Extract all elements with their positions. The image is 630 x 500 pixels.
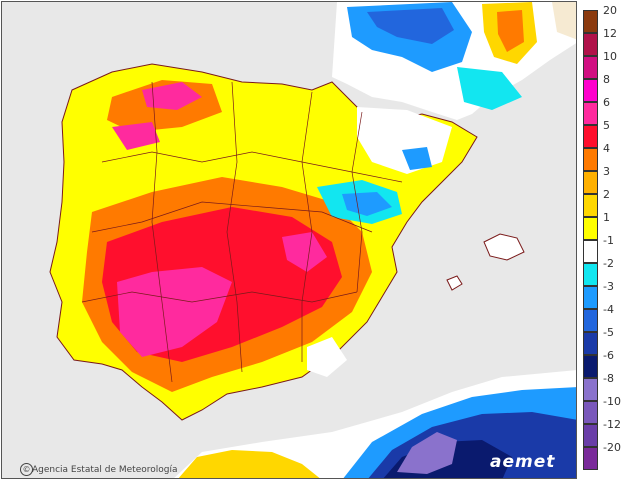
credit-text: Agencia Estatal de Meteorología <box>32 465 178 475</box>
copyright-icon: © <box>20 463 33 476</box>
legend-swatch <box>583 286 598 309</box>
temperature-anomaly-map <box>1 1 577 479</box>
legend-label: 2 <box>603 188 610 201</box>
legend-label: -12 <box>603 418 621 431</box>
legend-swatch <box>583 309 598 332</box>
legend-label: 10 <box>603 50 617 63</box>
legend-label: 5 <box>603 119 610 132</box>
legend-label: -8 <box>603 372 614 385</box>
catalonia-blue-spot <box>402 147 432 170</box>
legend-swatch <box>583 447 598 470</box>
legend-label: 4 <box>603 142 610 155</box>
legend-swatch <box>583 332 598 355</box>
legend-swatch <box>583 171 598 194</box>
legend-swatch <box>583 240 598 263</box>
legend-swatch <box>583 33 598 56</box>
legend-label: -5 <box>603 326 614 339</box>
legend-swatch <box>583 217 598 240</box>
africa-violet-core <box>397 432 457 474</box>
legend-swatch <box>583 102 598 125</box>
legend-label: 3 <box>603 165 610 178</box>
alps-beige <box>552 2 576 40</box>
legend-label: -1 <box>603 234 614 247</box>
legend-label: 8 <box>603 73 610 86</box>
legend-label: 20 <box>603 4 617 17</box>
legend-swatch <box>583 424 598 447</box>
ibiza-island <box>446 275 463 291</box>
france-hot-patch <box>497 10 524 52</box>
ebro-blue-zone <box>342 192 392 216</box>
legend-swatch <box>583 355 598 378</box>
france-cyan-patch <box>457 67 522 110</box>
legend-swatch <box>583 263 598 286</box>
map-canvas <box>2 2 576 478</box>
iberia-magenta-zone <box>117 267 232 357</box>
legend-swatch <box>583 148 598 171</box>
legend-label: 6 <box>603 96 610 109</box>
southeast-white-zone <box>307 337 347 377</box>
legend-swatch <box>583 10 598 33</box>
legend-swatch <box>583 125 598 148</box>
northwest-magenta-zone <box>142 82 202 110</box>
mallorca-island <box>483 233 525 261</box>
france-cold-core <box>367 8 454 44</box>
africa-warm-strip <box>178 450 320 478</box>
legend-label: -6 <box>603 349 614 362</box>
legend-label: 1 <box>603 211 610 224</box>
legend-label: -20 <box>603 441 621 454</box>
legend-swatch <box>583 401 598 424</box>
legend-swatch <box>583 378 598 401</box>
legend-swatch <box>583 79 598 102</box>
legend-label: -2 <box>603 257 614 270</box>
legend-label: -4 <box>603 303 614 316</box>
legend-label: -3 <box>603 280 614 293</box>
legend-swatch <box>583 56 598 79</box>
iberia-magenta-zone-2 <box>282 232 327 272</box>
legend-label: 12 <box>603 27 617 40</box>
temperature-legend: 20 12 10 8 6 5 4 3 2 1 -1 -2 -3 -4 -5 -6 -8 -10 -12 -20 <box>581 5 630 480</box>
northwest-magenta-zone-2 <box>112 122 160 150</box>
legend-label: -10 <box>603 395 621 408</box>
aemet-logo-text: aemet <box>490 452 556 472</box>
region-borders <box>81 81 403 383</box>
legend-swatch <box>583 194 598 217</box>
